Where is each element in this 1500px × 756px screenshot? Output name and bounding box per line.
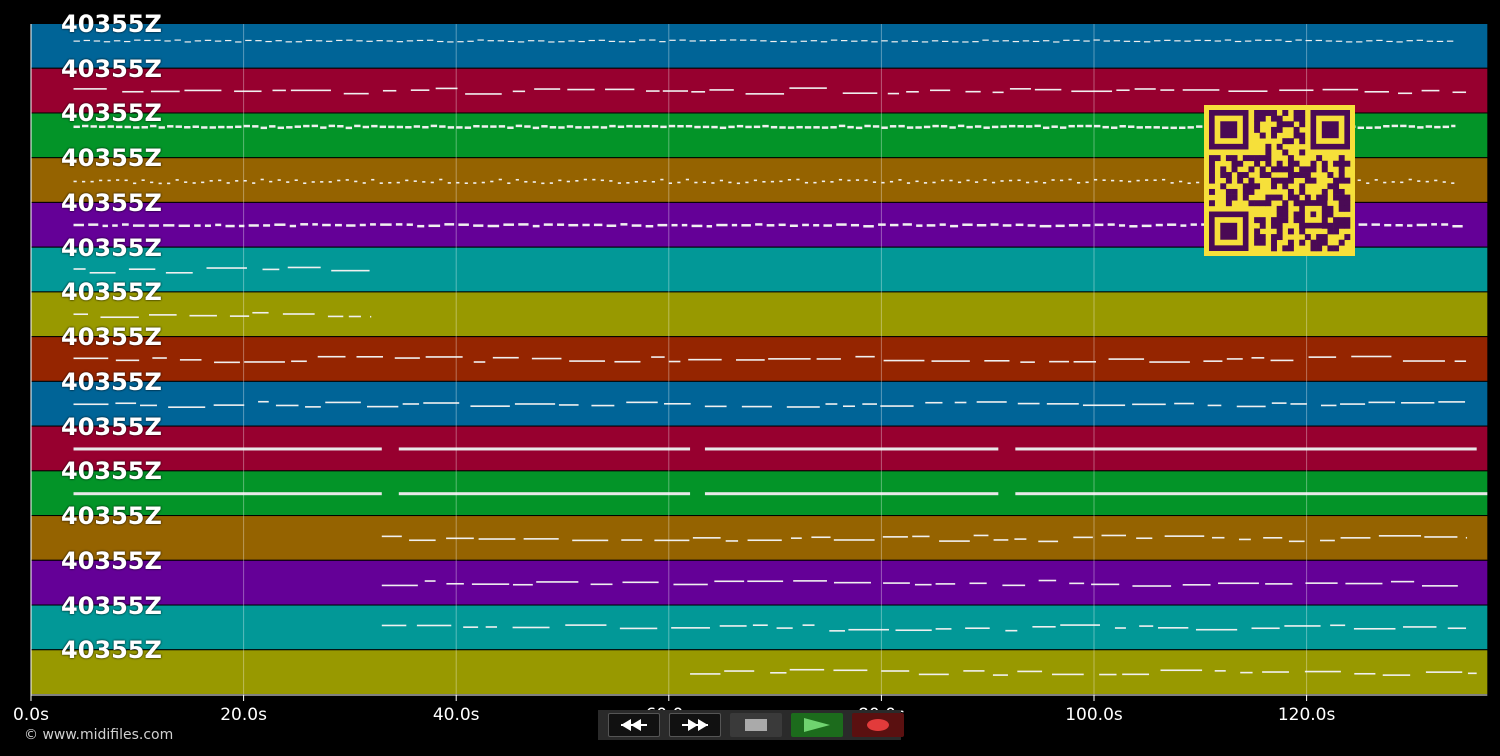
track-lane [31, 605, 1488, 651]
track-label: 40355Z [61, 233, 162, 262]
track-lane [31, 381, 1488, 427]
track-label: 40355Z [61, 323, 162, 352]
track-band [31, 24, 1488, 68]
track-label: 40355Z [61, 54, 162, 83]
track-label: 40355Z [61, 412, 162, 441]
rewind-icon [621, 719, 647, 731]
stop-button[interactable] [730, 713, 782, 737]
track-notes [381, 534, 1468, 543]
track-label: 40355Z [61, 10, 162, 38]
play-icon [804, 718, 830, 732]
time-tick-label: 20.0s [220, 705, 267, 725]
track-label: 40355Z [61, 546, 162, 575]
record-button[interactable] [852, 713, 904, 737]
track-lane [31, 560, 1488, 606]
track-notes [73, 492, 1488, 496]
track-lane [31, 471, 1488, 517]
track-lane [31, 292, 1488, 338]
track-band [31, 337, 1488, 381]
time-tick-label: 40.0s [432, 705, 480, 725]
time-tick-label: 100.0s [1065, 705, 1123, 725]
track-notes [73, 447, 1477, 451]
track-band [31, 605, 1488, 650]
track-notes [690, 668, 1477, 676]
track-lane [31, 337, 1488, 382]
track-label: 40355Z [61, 591, 162, 620]
track-label: 40355Z [61, 278, 162, 307]
track-lane [31, 426, 1488, 472]
track-band [31, 381, 1488, 426]
track-notes [73, 355, 1467, 364]
rewind-button[interactable] [608, 713, 660, 737]
track-notes [73, 311, 372, 319]
track-lane [31, 24, 1488, 69]
track-band [31, 560, 1488, 605]
copyright-text: © www.midifiles.com [24, 727, 174, 743]
track-notes [73, 39, 1454, 43]
track-label: 40355Z [61, 502, 162, 531]
track-label: 40355Z [61, 457, 162, 486]
track-lane [31, 516, 1488, 561]
fast-forward-icon [682, 719, 708, 731]
qr-code-icon [1204, 105, 1355, 256]
track-label: 40355Z [61, 188, 162, 217]
stop-icon [745, 719, 767, 731]
transport-controls [598, 710, 904, 740]
track-label: 40355Z [61, 636, 162, 665]
play-button[interactable] [791, 713, 843, 737]
time-tick-label: 0.0s [13, 705, 49, 725]
track-notes [381, 579, 1458, 587]
track-band [31, 292, 1488, 337]
track-label: 40355Z [61, 144, 162, 173]
track-notes [73, 400, 1466, 408]
track-notes [381, 624, 1467, 632]
time-tick-label: 120.0s [1277, 705, 1336, 725]
track-notes [73, 266, 370, 274]
track-notes [73, 87, 1467, 95]
record-icon [867, 719, 889, 731]
track-label: 40355Z [61, 367, 162, 396]
fast-forward-button[interactable] [669, 713, 721, 737]
track-label: 40355Z [61, 99, 162, 128]
track-band [31, 516, 1488, 560]
track-lane [31, 650, 1488, 695]
